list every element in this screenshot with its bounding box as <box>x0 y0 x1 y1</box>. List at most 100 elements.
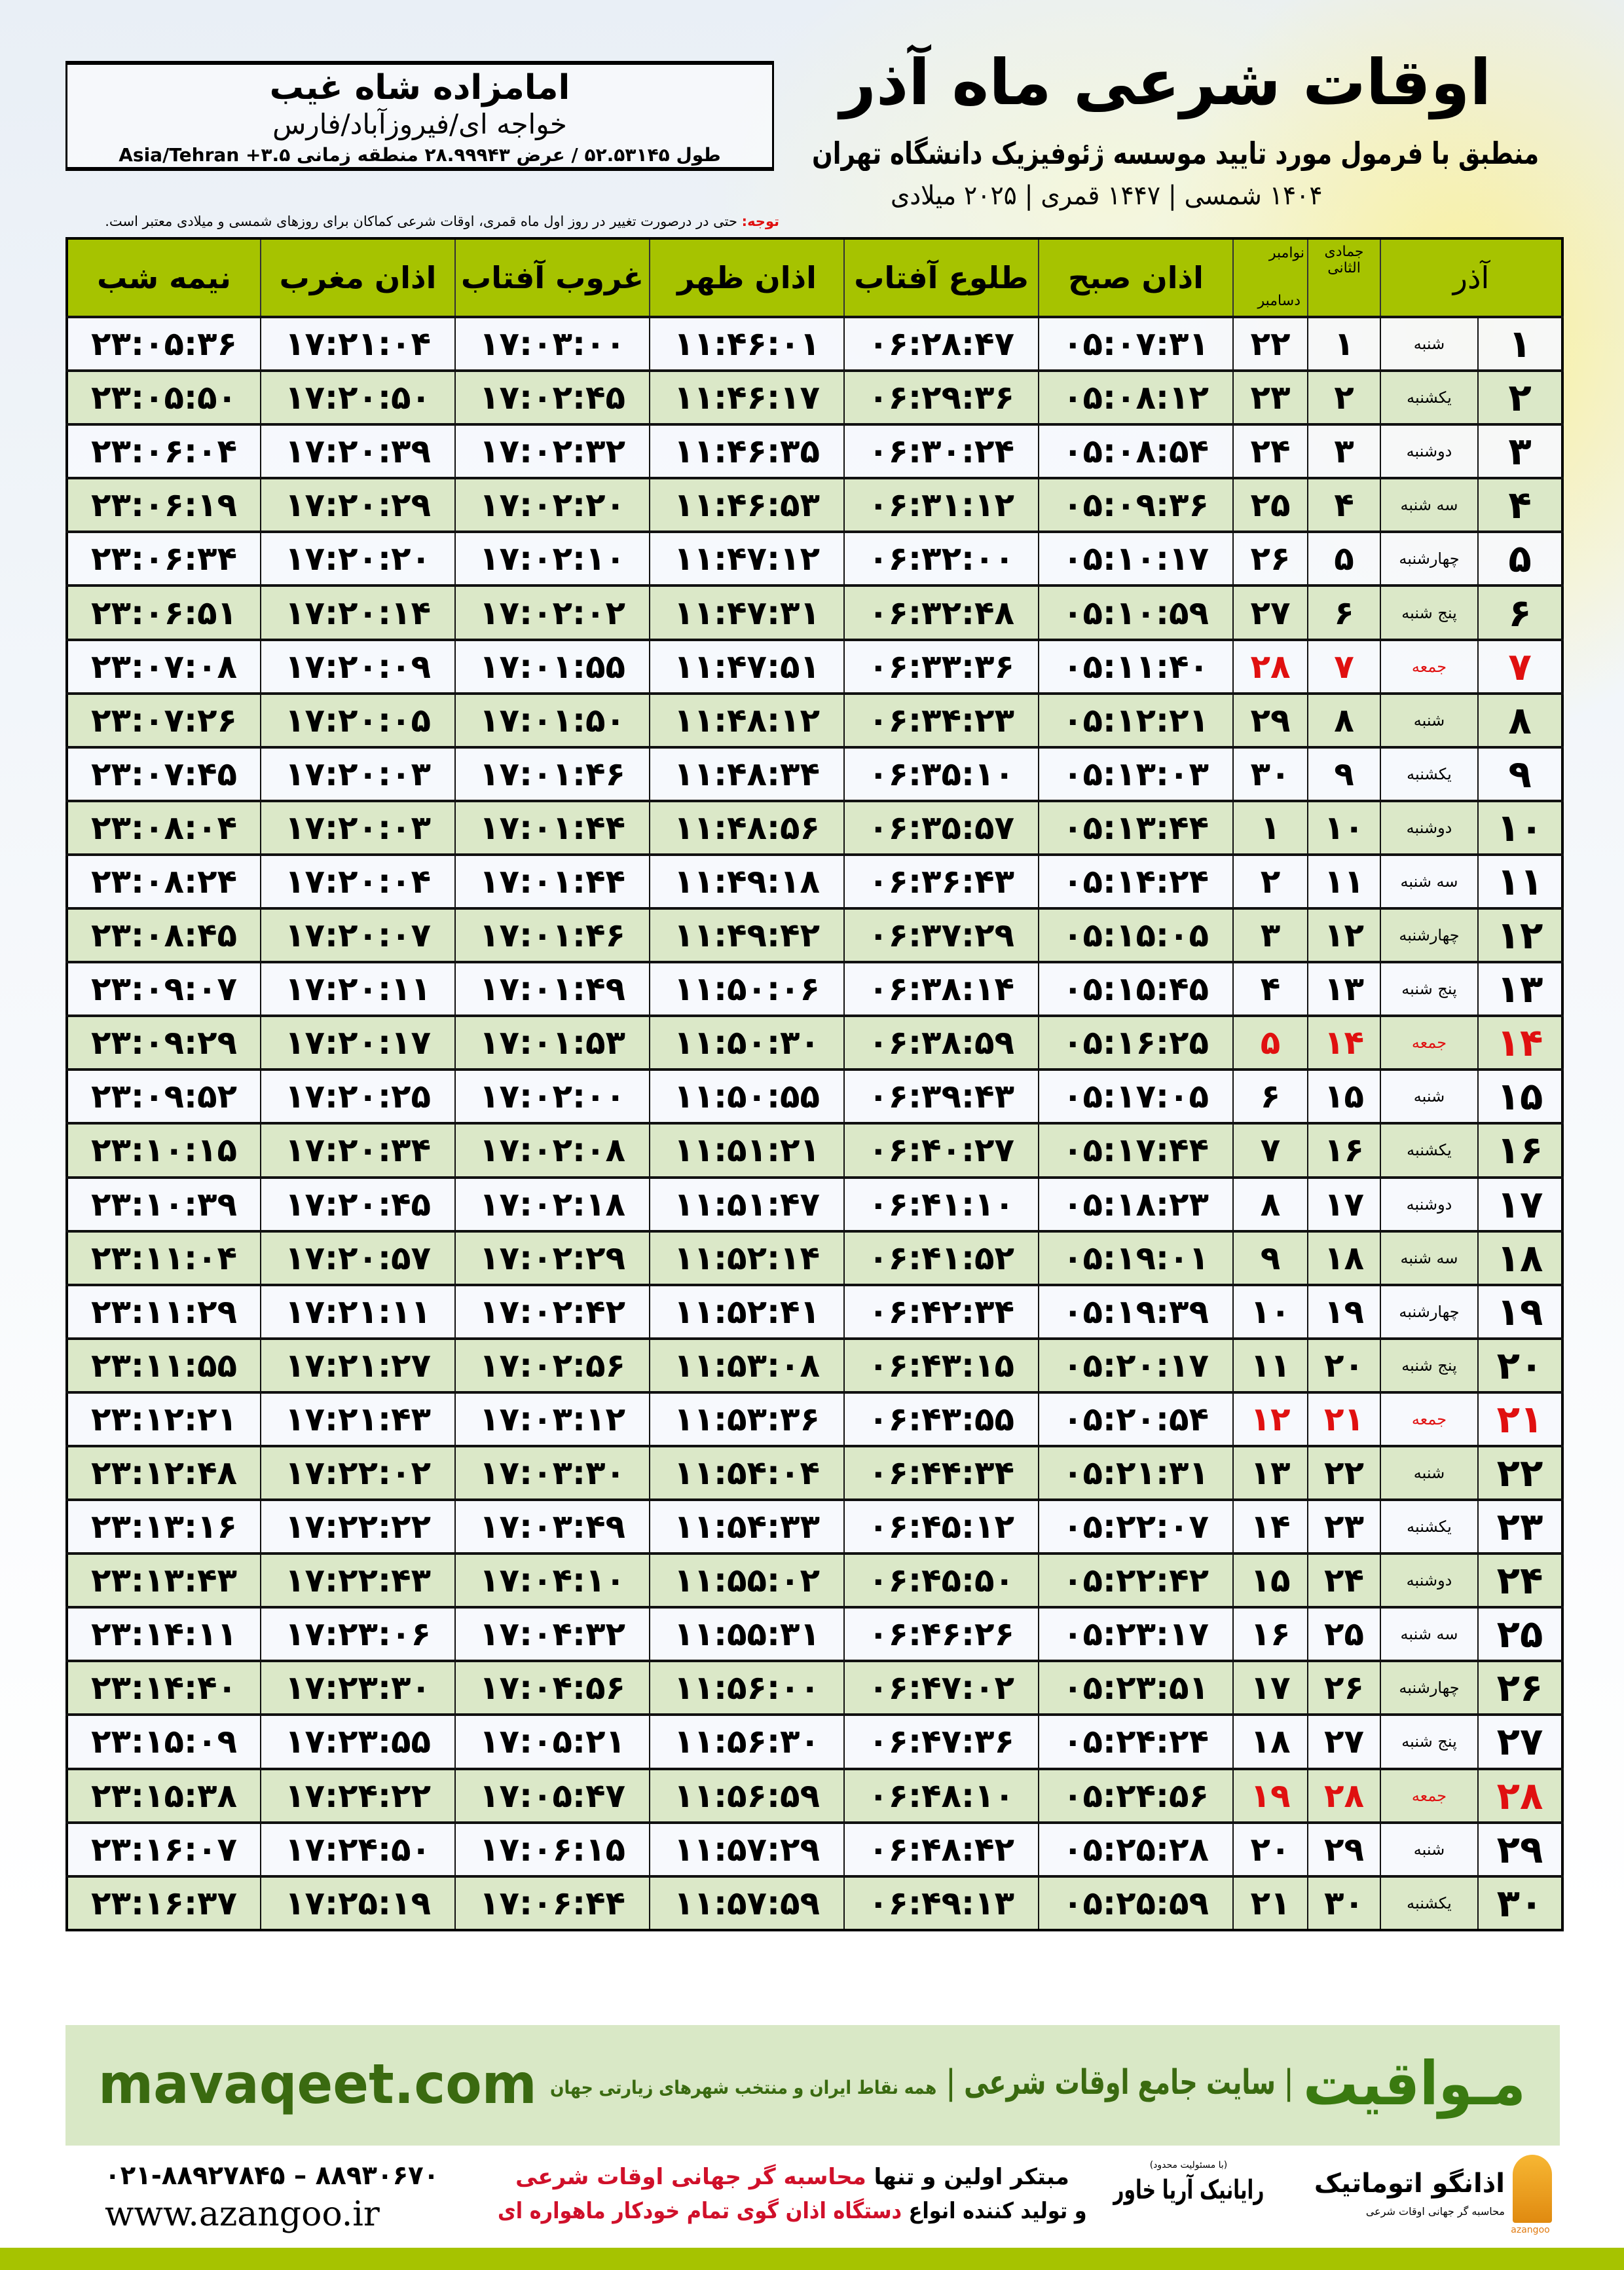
cell-weekday: چهارشنبه <box>1379 907 1479 963</box>
cell-fajr: ۰۵:۱۳:۰۳ <box>1038 745 1234 802</box>
cell-sunrise: ۰۶:۴۳:۵۵ <box>843 1390 1039 1447</box>
table-row: ۵ چهارشنبه ۵ ۲۶ ۰۵:۱۰:۱۷ ۰۶:۳۲:۰۰ ۱۱:۴۷:۱۲ ۱۷:۰… <box>66 530 1564 587</box>
cell-sunrise: ۰۶:۳۲:۴۸ <box>843 584 1039 641</box>
cell-day: ۱ <box>1477 315 1564 372</box>
cell-maghrib: ۱۷:۲۳:۵۵ <box>260 1713 456 1770</box>
cell-day: ۷ <box>1477 638 1564 694</box>
cell-dhuhr: ۱۱:۵۰:۳۰ <box>649 1014 845 1071</box>
cell-midnight: ۲۳:۰۶:۱۹ <box>66 477 261 533</box>
table-row: ۲۳ یکشنبه ۲۳ ۱۴ ۰۵:۲۲:۰۷ ۰۶:۴۵:۱۲ ۱۱:۵۴:۳۳ ۱۷:۰… <box>66 1498 1564 1555</box>
cell-maghrib: ۱۷:۲۰:۲۵ <box>260 1068 456 1125</box>
cell-maghrib: ۱۷:۲۰:۰۷ <box>260 907 456 963</box>
note-text: حتی در درصورت تغییر در روز اول ماه قمری،… <box>105 214 742 229</box>
cell-sunrise: ۰۶:۴۱:۱۰ <box>843 1176 1039 1232</box>
cell-greg: ۲ <box>1232 853 1308 910</box>
promo-line1-row: مبتکر اولین و تنها محاسبه گر جهانی اوقات… <box>498 2160 1087 2194</box>
cell-sunrise: ۰۶:۴۲:۳۴ <box>843 1283 1039 1339</box>
cell-weekday: جمعه <box>1379 1767 1479 1823</box>
cell-midnight: ۲۳:۱۲:۲۱ <box>66 1390 261 1447</box>
cell-weekday: شنبه <box>1379 692 1479 748</box>
cell-maghrib: ۱۷:۲۳:۰۶ <box>260 1606 456 1662</box>
cell-day: ۱۳ <box>1477 961 1564 1017</box>
cell-hijri: ۱۶ <box>1307 1122 1381 1178</box>
cell-midnight: ۲۳:۱۶:۳۷ <box>66 1874 261 1931</box>
cell-day: ۱۰ <box>1477 799 1564 855</box>
cell-greg: ۳۰ <box>1232 745 1308 802</box>
cell-fajr: ۰۵:۲۵:۲۸ <box>1038 1821 1234 1877</box>
banner-url-link[interactable]: mavaqeet.com <box>98 2052 537 2116</box>
cell-maghrib: ۱۷:۲۰:۰۹ <box>260 638 456 694</box>
cell-fajr: ۰۵:۱۸:۲۳ <box>1038 1176 1234 1232</box>
cell-greg: ۱۶ <box>1232 1606 1308 1662</box>
brand-logo: مـواقیت <box>1303 2049 1526 2119</box>
cell-sunset: ۱۷:۰۵:۴۷ <box>454 1767 650 1823</box>
cell-midnight: ۲۳:۱۴:۱۱ <box>66 1606 261 1662</box>
cell-midnight: ۲۳:۱۵:۰۹ <box>66 1713 261 1770</box>
cell-weekday: دوشنبه <box>1379 1552 1479 1609</box>
cell-day: ۲۸ <box>1477 1767 1564 1823</box>
cell-dhuhr: ۱۱:۴۸:۵۶ <box>649 799 845 855</box>
col-greg-top: نوامبر <box>1268 245 1304 261</box>
cell-hijri: ۲۶ <box>1307 1660 1381 1716</box>
cell-day: ۲۴ <box>1477 1552 1564 1609</box>
cell-midnight: ۲۳:۰۹:۰۷ <box>66 961 261 1017</box>
website-link[interactable]: www.azangoo.ir <box>105 2195 380 2234</box>
promo-line1: مبتکر اولین و تنها <box>866 2164 1069 2190</box>
cell-sunrise: ۰۶:۳۶:۴۳ <box>843 853 1039 910</box>
cell-sunrise: ۰۶:۴۵:۱۲ <box>843 1498 1039 1555</box>
cell-weekday: دوشنبه <box>1379 423 1479 479</box>
col-sunset: غروب آفتاب <box>454 238 650 317</box>
table-row: ۲۶ چهارشنبه ۲۶ ۱۷ ۰۵:۲۳:۵۱ ۰۶:۴۷:۰۲ ۱۱:۵۶:۰۰ ۱۷… <box>66 1660 1564 1716</box>
cell-sunrise: ۰۶:۳۷:۲۹ <box>843 907 1039 963</box>
table-row: ۲۸ جمعه ۲۸ ۱۹ ۰۵:۲۴:۵۶ ۰۶:۴۸:۱۰ ۱۱:۵۶:۵۹ ۱۷:۰۵:… <box>66 1767 1564 1823</box>
table-row: ۱۰ دوشنبه ۱۰ ۱ ۰۵:۱۳:۴۴ ۰۶:۳۵:۵۷ ۱۱:۴۸:۵۶ ۱۷:۰۱… <box>66 799 1564 855</box>
cell-weekday: دوشنبه <box>1379 1176 1479 1232</box>
cell-sunset: ۱۷:۰۳:۰۰ <box>454 315 650 372</box>
cell-fajr: ۰۵:۱۴:۲۴ <box>1038 853 1234 910</box>
cell-hijri: ۱۰ <box>1307 799 1381 855</box>
cell-fajr: ۰۵:۰۸:۱۲ <box>1038 369 1234 426</box>
cell-sunrise: ۰۶:۴۸:۴۲ <box>843 1821 1039 1877</box>
cell-dhuhr: ۱۱:۵۰:۰۶ <box>649 961 845 1017</box>
cell-greg: ۲۹ <box>1232 692 1308 748</box>
cell-maghrib: ۱۷:۲۰:۳۴ <box>260 1122 456 1178</box>
cell-weekday: چهارشنبه <box>1379 530 1479 587</box>
cell-day: ۲ <box>1477 369 1564 426</box>
cell-hijri: ۲۳ <box>1307 1498 1381 1555</box>
cell-maghrib: ۱۷:۲۱:۴۳ <box>260 1390 456 1447</box>
cell-midnight: ۲۳:۰۵:۵۰ <box>66 369 261 426</box>
cell-midnight: ۲۳:۱۲:۴۸ <box>66 1444 261 1501</box>
cell-sunrise: ۰۶:۴۵:۵۰ <box>843 1552 1039 1609</box>
cell-fajr: ۰۵:۲۳:۱۷ <box>1038 1606 1234 1662</box>
cell-sunrise: ۰۶:۴۷:۰۲ <box>843 1660 1039 1716</box>
cell-midnight: ۲۳:۱۰:۳۹ <box>66 1176 261 1232</box>
rayanik-name: رایانیک آریا خاور <box>1113 2175 1264 2205</box>
cell-hijri: ۳۰ <box>1307 1874 1381 1931</box>
cell-maghrib: ۱۷:۲۰:۰۳ <box>260 745 456 802</box>
table-row: ۱۵ شنبه ۱۵ ۶ ۰۵:۱۷:۰۵ ۰۶:۳۹:۴۳ ۱۱:۵۰:۵۵ ۱۷:۰۲:۰… <box>66 1068 1564 1125</box>
cell-sunset: ۱۷:۰۳:۱۲ <box>454 1390 650 1447</box>
cell-weekday: شنبه <box>1379 1068 1479 1125</box>
cell-fajr: ۰۵:۲۱:۳۱ <box>1038 1444 1234 1501</box>
cell-dhuhr: ۱۱:۵۴:۳۳ <box>649 1498 845 1555</box>
cell-sunrise: ۰۶:۳۴:۲۳ <box>843 692 1039 748</box>
cell-sunset: ۱۷:۰۴:۱۰ <box>454 1552 650 1609</box>
cell-fajr: ۰۵:۱۹:۳۹ <box>1038 1283 1234 1339</box>
cell-maghrib: ۱۷:۲۲:۰۲ <box>260 1444 456 1501</box>
cell-fajr: ۰۵:۱۲:۲۱ <box>1038 692 1234 748</box>
cell-maghrib: ۱۷:۲۵:۱۹ <box>260 1874 456 1931</box>
cell-greg: ۵ <box>1232 1014 1308 1071</box>
cell-fajr: ۰۵:۲۲:۴۲ <box>1038 1552 1234 1609</box>
cell-day: ۲۲ <box>1477 1444 1564 1501</box>
cell-midnight: ۲۳:۰۷:۰۸ <box>66 638 261 694</box>
cell-sunset: ۱۷:۰۲:۴۵ <box>454 369 650 426</box>
cell-maghrib: ۱۷:۲۰:۱۴ <box>260 584 456 641</box>
cell-day: ۴ <box>1477 477 1564 533</box>
cell-fajr: ۰۵:۱۱:۴۰ <box>1038 638 1234 694</box>
table-row: ۲۵ سه شنبه ۲۵ ۱۶ ۰۵:۲۳:۱۷ ۰۶:۴۶:۲۶ ۱۱:۵۵:۳۱ ۱۷:… <box>66 1606 1564 1662</box>
col-day: آذر <box>1379 238 1563 317</box>
cell-day: ۲۰ <box>1477 1337 1564 1393</box>
cell-hijri: ۱۱ <box>1307 853 1381 910</box>
cell-sunset: ۱۷:۰۱:۴۶ <box>454 907 650 963</box>
cell-midnight: ۲۳:۰۶:۳۴ <box>66 530 261 587</box>
